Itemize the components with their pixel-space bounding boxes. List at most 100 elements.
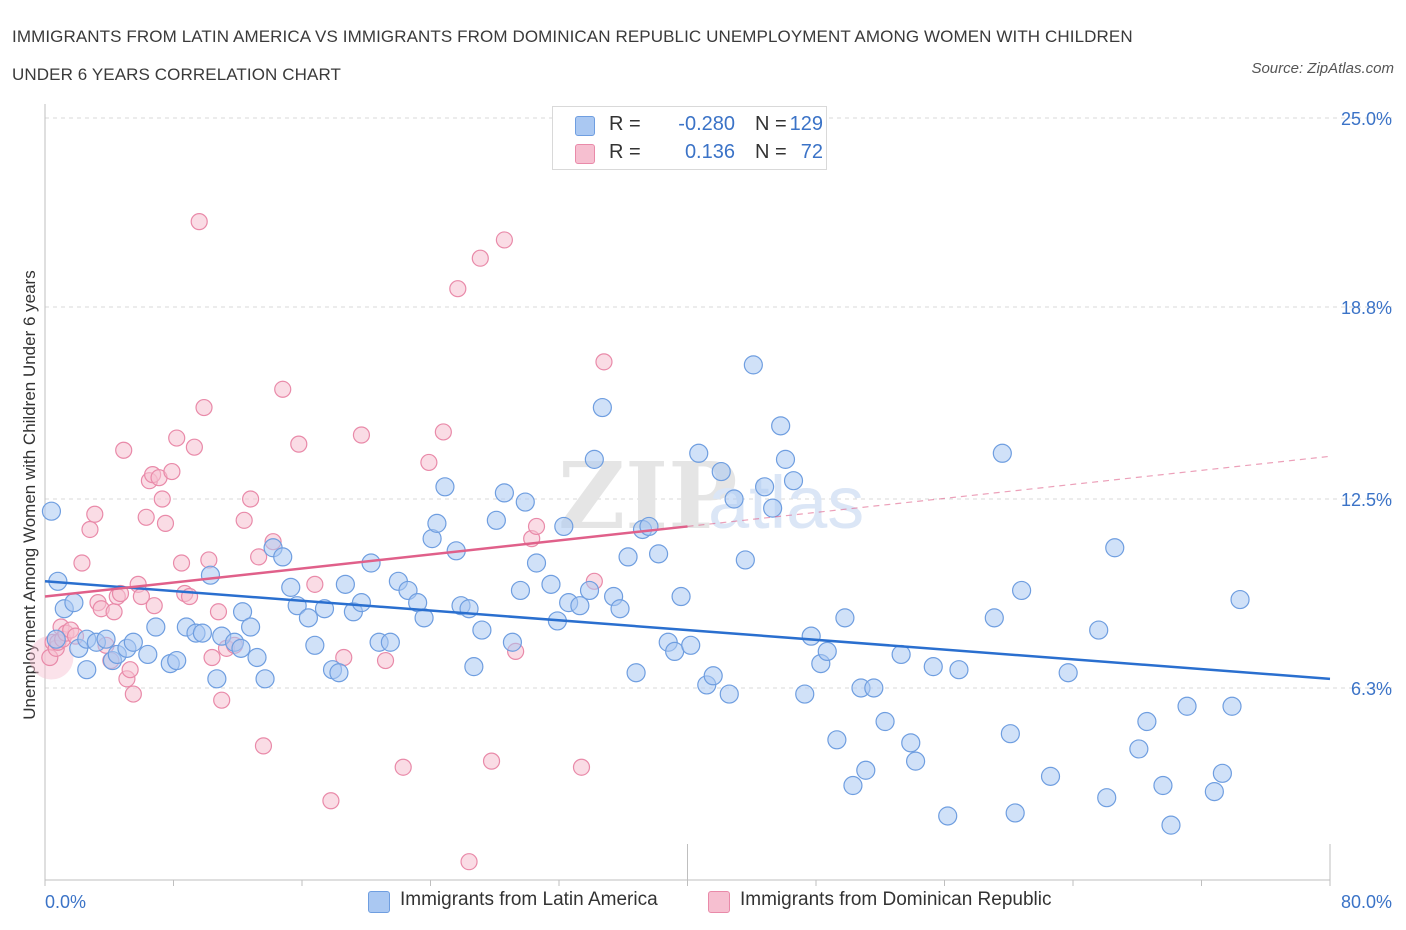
blue-point xyxy=(584,449,604,469)
blue-point xyxy=(200,565,221,585)
axes xyxy=(44,104,1331,886)
pink-point xyxy=(250,548,268,566)
correlation-legend: R = -0.280 N = 129 R = 0.136 N = 72 xyxy=(552,106,827,170)
blue-point xyxy=(1204,782,1224,802)
trend-line-pink xyxy=(44,525,688,598)
blue-point xyxy=(783,471,804,491)
blue-point xyxy=(735,550,755,570)
blue-point xyxy=(724,489,744,509)
blue-point xyxy=(241,617,261,637)
pink-point xyxy=(376,651,395,670)
blue-point xyxy=(554,516,574,537)
legend-swatch-pink xyxy=(708,891,730,913)
pink-point xyxy=(153,490,171,508)
blue-point xyxy=(1161,815,1181,835)
blue-point xyxy=(817,641,837,662)
blue-point xyxy=(648,544,669,564)
blue-point xyxy=(515,492,535,512)
blue-point xyxy=(626,663,646,683)
y-tick-label: 18.8% xyxy=(1341,298,1392,318)
blue-point xyxy=(232,602,253,622)
legend-swatch-blue xyxy=(368,891,390,913)
pink-point xyxy=(460,853,478,871)
pink-point xyxy=(242,490,260,508)
blue-point xyxy=(1212,763,1232,783)
blue-point xyxy=(689,443,709,463)
legend-n-value: 72 xyxy=(800,141,823,163)
pink-point xyxy=(274,380,292,398)
pink-point xyxy=(209,603,228,621)
blue-point xyxy=(801,626,821,646)
blue-point xyxy=(1040,766,1061,786)
pink-point xyxy=(124,685,142,703)
blue-point xyxy=(1005,803,1025,823)
blue-point xyxy=(247,647,267,668)
blue-point xyxy=(298,608,319,628)
pink-point xyxy=(572,758,591,776)
blue-point xyxy=(1222,696,1242,716)
blue-point xyxy=(1153,775,1173,796)
blue-point xyxy=(46,629,66,649)
blue-point xyxy=(77,660,97,680)
pink-point xyxy=(86,505,104,523)
pink-point xyxy=(156,514,175,532)
pink-point xyxy=(471,249,489,267)
blue-point xyxy=(711,461,731,482)
pink-point xyxy=(121,661,139,679)
blue-point xyxy=(579,580,600,601)
trend-lines xyxy=(44,455,1331,681)
legend-n-label: N = xyxy=(755,113,787,135)
blue-point xyxy=(435,477,455,497)
legend-label-blue: Immigrants from Latin America xyxy=(400,889,658,910)
chart-title: IMMIGRANTS FROM LATIN AMERICA VS IMMIGRA… xyxy=(12,27,1133,84)
pink-point xyxy=(527,517,546,536)
pink-point xyxy=(213,691,231,709)
blue-point xyxy=(494,483,514,503)
blue-point xyxy=(570,596,590,616)
pink-point xyxy=(322,792,340,810)
pink-point xyxy=(254,737,273,755)
blue-point xyxy=(1058,663,1078,683)
pink-point xyxy=(434,423,452,441)
blue-point xyxy=(1011,580,1032,601)
pink-point xyxy=(105,603,123,621)
blue-point xyxy=(1129,739,1149,759)
pink-point xyxy=(163,462,181,481)
pink-point xyxy=(235,511,253,529)
blue-point xyxy=(856,760,876,780)
blue-point xyxy=(1097,788,1117,808)
x-tick-label: 80.0% xyxy=(1341,892,1392,912)
blue-point xyxy=(763,498,783,518)
pink-point xyxy=(352,426,371,444)
source-label: Source: ZipAtlas.com xyxy=(1251,60,1394,77)
blue-point xyxy=(41,501,62,521)
blue-point xyxy=(1230,589,1250,610)
legend-n-label: N = xyxy=(755,141,787,163)
blue-point xyxy=(123,632,143,652)
blue-point xyxy=(719,684,739,704)
blue-point xyxy=(610,599,630,619)
blue-point xyxy=(464,657,484,677)
pink-point xyxy=(595,353,613,371)
blue-point xyxy=(231,638,251,658)
blue-point xyxy=(138,644,158,665)
blue-point xyxy=(335,574,355,594)
pink-point xyxy=(190,213,208,231)
trend-line-blue xyxy=(44,580,1331,681)
legend-n-value: 129 xyxy=(789,113,823,135)
blue-point xyxy=(273,547,293,567)
blue-point xyxy=(146,617,166,637)
pink-point xyxy=(482,752,501,770)
blue-point xyxy=(305,635,325,655)
blue-point xyxy=(1089,620,1109,640)
grid-lines xyxy=(45,117,1392,689)
legend-r-label: R = xyxy=(609,113,641,135)
blue-point xyxy=(905,751,926,771)
pink-point xyxy=(449,280,467,298)
blue-point xyxy=(835,608,855,628)
pink-point xyxy=(185,438,203,456)
blue-point xyxy=(96,629,116,649)
pink-point xyxy=(290,435,308,453)
blue-point xyxy=(949,660,969,680)
pink-point xyxy=(195,398,213,417)
